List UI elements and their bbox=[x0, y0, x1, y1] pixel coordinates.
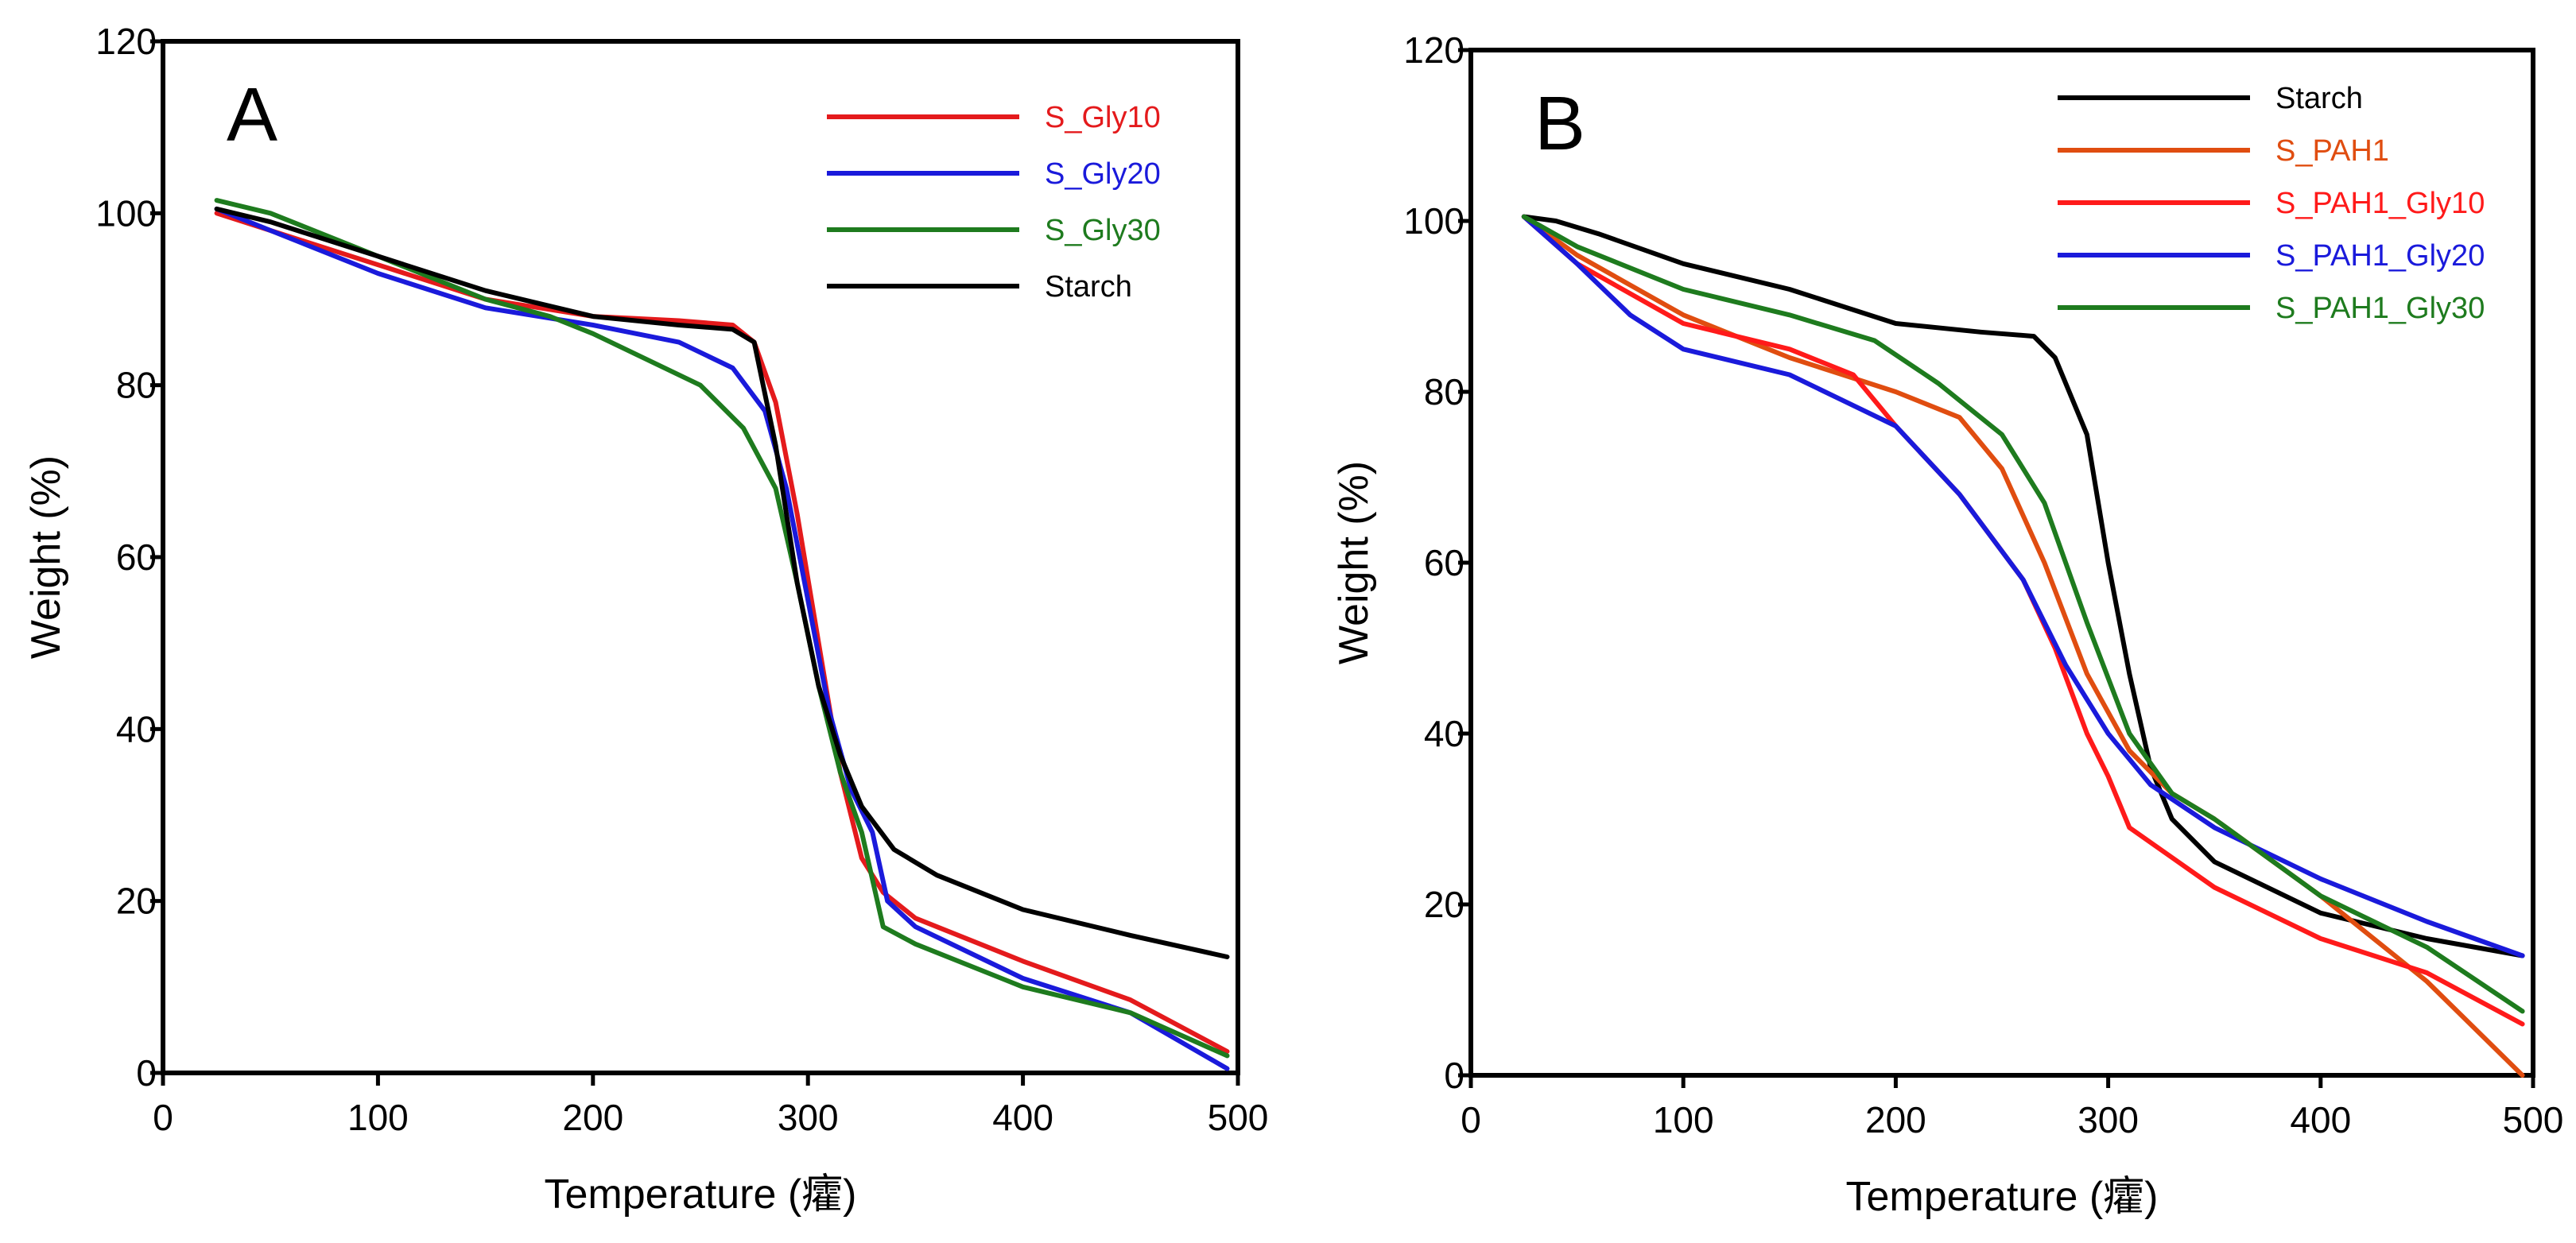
panel-b-series-line-s-pah1-gly30 bbox=[1521, 214, 2525, 1014]
panel-a-y-axis-label: Weight (%) bbox=[23, 455, 69, 659]
panel-a-series-line-s-gly10 bbox=[214, 211, 1230, 1054]
panel-a: 0 100 200 300 400 500 0 20 40 60 80 100 120 Temperatu… bbox=[23, 21, 1268, 1218]
panel-b-series-line-starch bbox=[1521, 214, 2525, 958]
panel-a-x-axis-label: Temperature (癨) bbox=[545, 1171, 857, 1218]
panel-a-x-tick-label: 200 bbox=[562, 1097, 623, 1138]
panel-a-y-tick-label: 0 bbox=[136, 1052, 157, 1094]
panel-a-panel-letter: A bbox=[227, 72, 277, 157]
panel-a-x-tick-label: 100 bbox=[347, 1097, 409, 1138]
panel-a-series-line-starch bbox=[214, 206, 1230, 959]
panel-a-y-tick-label: 80 bbox=[116, 365, 157, 406]
panel-a-plot-frame bbox=[161, 39, 1240, 1075]
panel-a-x-tick-label: 0 bbox=[153, 1097, 173, 1138]
panel-b-x-tick-label: 500 bbox=[2503, 1099, 2564, 1140]
panel-b-y-tick-label: 0 bbox=[1444, 1055, 1465, 1096]
panel-b-y-tick-label: 80 bbox=[1424, 371, 1465, 412]
panel-b-legend-label: S_PAH1 bbox=[2275, 134, 2389, 168]
panel-b-y-axis-label: Weight (%) bbox=[1331, 461, 1377, 664]
panel-b-x-tick-label: 200 bbox=[1865, 1099, 1926, 1140]
panel-b-x-tick-label: 100 bbox=[1653, 1099, 1714, 1140]
panel-a-y-tick-label: 60 bbox=[116, 536, 157, 578]
panel-b-legend-label: Starch bbox=[2275, 82, 2363, 115]
panel-a-x-tick-label: 400 bbox=[992, 1097, 1053, 1138]
panel-a-series-line-s-gly30 bbox=[214, 198, 1230, 1059]
panel-b-x-tick-label: 400 bbox=[2290, 1099, 2351, 1140]
panel-b-y-tick-label: 40 bbox=[1424, 713, 1465, 754]
panel-a-y-tick-label: 120 bbox=[95, 21, 157, 62]
panel-b-x-axis-label: Temperature (癨) bbox=[1846, 1174, 2159, 1220]
panel-b-y-tick-label: 60 bbox=[1424, 542, 1465, 583]
panel-a-series-line-s-gly20 bbox=[214, 206, 1230, 1071]
panel-b-x-tick-label: 300 bbox=[2077, 1099, 2139, 1140]
panel-b-legend-label: S_PAH1_Gly20 bbox=[2275, 239, 2485, 273]
panel-b-legend-label: S_PAH1_Gly10 bbox=[2275, 187, 2485, 220]
panel-b-y-tick-label: 100 bbox=[1403, 200, 1465, 242]
panel-b-y-tick-label: 20 bbox=[1424, 884, 1465, 925]
panel-a-x-tick-label: 500 bbox=[1208, 1097, 1269, 1138]
panel-a-legend-label: S_Gly30 bbox=[1045, 214, 1161, 247]
panel-a-y-tick-label: 40 bbox=[116, 708, 157, 749]
panel-a-legend-label: Starch bbox=[1045, 270, 1132, 304]
panel-a-legend-label: S_Gly20 bbox=[1045, 157, 1161, 191]
panel-a-x-tick-label: 300 bbox=[778, 1097, 839, 1138]
panel-b-x-tick-label: 0 bbox=[1461, 1099, 1481, 1140]
panel-a-legend-label: S_Gly10 bbox=[1045, 101, 1161, 134]
panel-a-y-tick-label: 100 bbox=[95, 192, 157, 234]
panel-b-y-tick-label: 120 bbox=[1403, 29, 1465, 71]
panel-b: 0 100 200 300 400 500 0 20 40 60 80 100 120 Temperatu… bbox=[1331, 29, 2563, 1220]
panel-b-series-line-s-pah1-gly20 bbox=[1521, 214, 2525, 958]
panel-a-y-tick-label: 20 bbox=[116, 881, 157, 922]
panel-b-legend-label: S_PAH1_Gly30 bbox=[2275, 292, 2485, 325]
panel-b-panel-letter: B bbox=[1534, 81, 1585, 166]
